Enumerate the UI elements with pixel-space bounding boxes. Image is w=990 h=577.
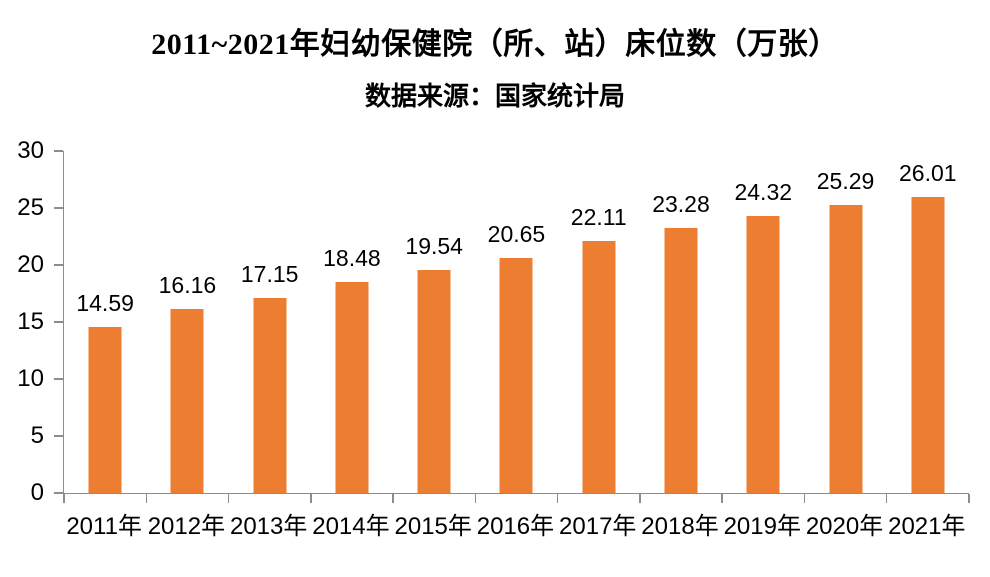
y-axis-tick-label: 0 (30, 479, 44, 506)
bar-slot: 18.48 (311, 151, 393, 493)
bar-value-label: 16.16 (158, 271, 217, 298)
bar-2017年 (582, 240, 616, 493)
x-axis-tick-label: 2012年 (147, 513, 226, 540)
bar-slot: 17.15 (229, 151, 311, 493)
x-axis-tick-label: 2020年 (805, 513, 884, 540)
bar-chart: 14.59 16.16 17.15 18.48 19.54 20.65 22.11 23.28… (0, 130, 990, 570)
bar-value-label: 22.11 (570, 203, 627, 230)
y-axis-tick-mark (54, 321, 63, 323)
x-axis-tick-mark (803, 494, 806, 503)
x-axis-tick-label: 2021年 (888, 513, 966, 540)
plot-area: 14.59 16.16 17.15 18.48 19.54 20.65 22.11 23.28… (17, 137, 970, 506)
x-axis-tick-label: 2013年 (229, 513, 308, 540)
bar-slot: 14.59 (64, 151, 146, 493)
x-axis-tick-mark (639, 494, 641, 503)
bars-container: 14.59 16.16 17.15 18.48 19.54 20.65 22.11 23.28… (64, 151, 969, 493)
bar-2019年 (746, 215, 780, 493)
bar-value-label: 19.54 (405, 233, 463, 260)
bar-value-label: 14.59 (76, 289, 134, 316)
x-axis-tick-mark (310, 494, 312, 503)
y-axis-tick-label: 10 (17, 365, 44, 392)
bar-2014年 (335, 282, 369, 493)
bar-value-label: 17.15 (240, 260, 299, 287)
x-axis-labels: 2011年 2012年 2013年 2014年 2015年 2016年 2017年 2018年… (63, 506, 968, 541)
x-axis-tick-mark (145, 494, 148, 503)
bar-slot: 26.01 (887, 151, 969, 493)
x-axis-tick-label: 2016年 (476, 513, 555, 540)
bar-2012年 (170, 308, 204, 493)
y-axis-tick-mark (54, 207, 63, 209)
chart-subtitle: 数据来源：国家统计局 (364, 82, 625, 111)
x-axis-tick-mark (392, 494, 394, 503)
bar-slot: 24.32 (722, 151, 804, 493)
x-axis-tick-mark (63, 494, 65, 503)
bar-value-label: 20.65 (487, 220, 546, 247)
bar-slot: 16.16 (146, 151, 228, 493)
y-axis-tick-mark (54, 264, 63, 266)
bar-slot: 20.65 (475, 151, 557, 493)
x-axis-tick-mark (885, 494, 888, 503)
bar-slot: 22.11 (558, 151, 640, 493)
x-axis-tick-label: 2019年 (723, 513, 801, 540)
bar-2016年 (499, 257, 533, 493)
bar-value-label: 25.29 (816, 167, 875, 194)
y-axis-tick-label: 15 (17, 308, 44, 335)
bar-2021年 (911, 196, 945, 493)
x-axis-tick-label: 2015年 (394, 513, 472, 540)
chart-title: 2011~2021年妇幼保健院（所、站）床位数（万张） (151, 28, 839, 61)
bar-value-label: 24.32 (734, 178, 793, 205)
y-axis-tick-label: 20 (17, 251, 44, 278)
bar-2018年 (664, 227, 698, 493)
x-axis-tick-mark (474, 494, 477, 503)
bar-2013年 (253, 297, 287, 493)
x-axis-tick-label: 2018年 (641, 513, 719, 540)
x-axis-tick-mark (968, 494, 970, 503)
bar-value-label: 18.48 (323, 245, 381, 272)
x-axis-tick-mark (721, 494, 723, 503)
bar-value-label: 26.01 (899, 159, 957, 186)
y-axis-tick-label: 30 (17, 137, 44, 164)
x-axis-tick-mark (556, 494, 559, 503)
x-axis-tick-label: 2017年 (559, 513, 637, 540)
y-axis-tick-mark (54, 150, 63, 152)
bar-2011年 (88, 326, 122, 493)
bar-2015年 (417, 270, 451, 493)
bar-slot: 25.29 (804, 151, 886, 493)
bar-slot: 23.28 (640, 151, 722, 493)
x-axis-tick-label: 2014年 (312, 513, 390, 540)
y-axis-tick-label: 5 (30, 422, 44, 449)
x-axis-tick-mark (227, 494, 230, 503)
bar-value-label: 23.28 (652, 190, 710, 217)
bar-slot: 19.54 (393, 151, 475, 493)
bar-2020年 (829, 204, 863, 493)
chart-header: 2011~2021年妇幼保健院（所、站）床位数（万张） 数据来源：国家统计局 (0, 0, 990, 112)
y-axis-tick-mark (54, 435, 63, 437)
y-axis-tick-label: 25 (17, 194, 44, 221)
y-axis-tick-mark (54, 378, 63, 380)
x-axis-tick-label: 2011年 (66, 513, 142, 540)
y-axis-tick-mark (54, 492, 63, 494)
